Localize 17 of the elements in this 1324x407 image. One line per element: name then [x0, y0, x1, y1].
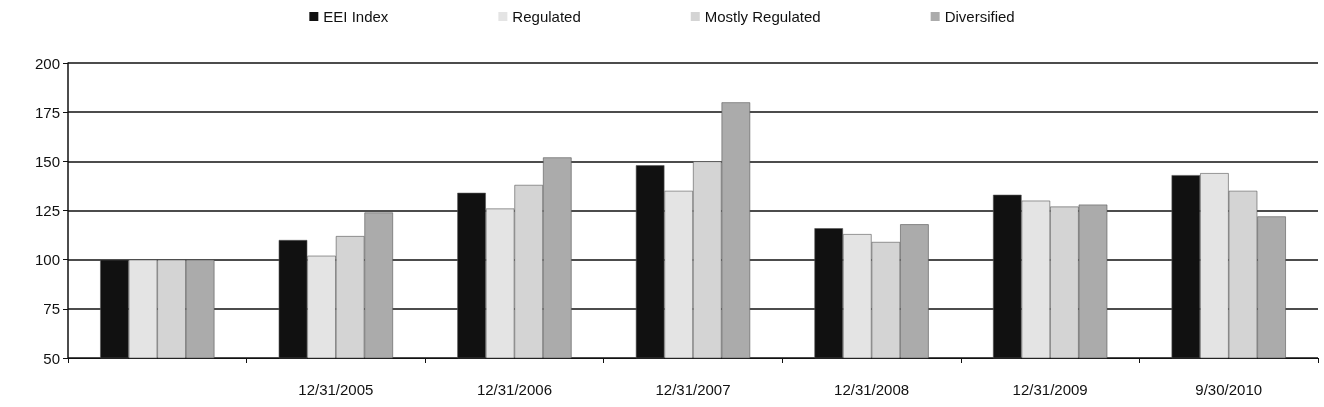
legend-label: Diversified: [944, 8, 1015, 25]
y-tick-label: 150: [34, 152, 60, 170]
x-tick-label: 12/31/2009: [1012, 381, 1088, 398]
y-tick-label: 175: [34, 103, 60, 121]
y-tick-label: 100: [34, 251, 60, 269]
y-tick-label: 50: [43, 349, 60, 367]
y-tick-label: 200: [34, 54, 60, 72]
x-tick-label: 12/31/2005: [298, 381, 374, 398]
x-tick-label: 12/31/2006: [476, 381, 552, 398]
x-tick-label: 12/31/2007: [655, 381, 731, 398]
legend-label: Mostly Regulated: [704, 8, 821, 25]
x-tick-label: 12/31/2008: [834, 381, 910, 398]
y-tick-label: 75: [43, 300, 60, 318]
y-tick-label: 125: [34, 202, 60, 219]
x-tick-label: 9/30/2010: [1195, 381, 1263, 398]
legend-label: Regulated: [512, 8, 581, 25]
legend-label: EEI Index: [323, 8, 389, 25]
